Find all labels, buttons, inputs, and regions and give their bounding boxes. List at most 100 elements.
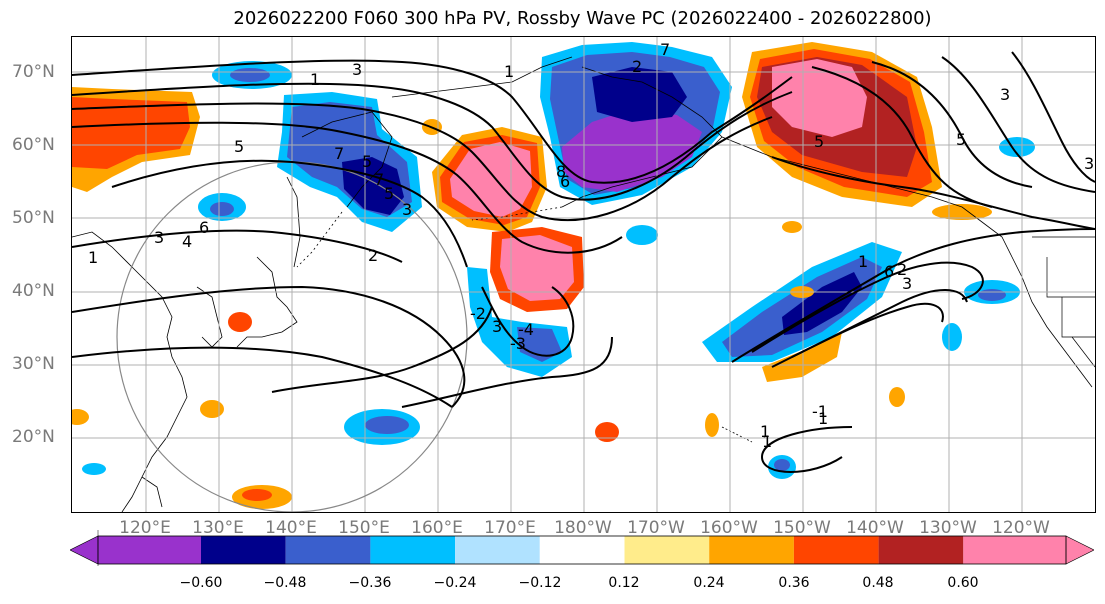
cold-patch-11	[210, 202, 234, 216]
contour-label: 3	[1000, 85, 1010, 104]
colorbar-tick: 0.24	[693, 575, 725, 591]
cold-anomaly-trough-core	[517, 327, 562, 362]
pv-shading	[72, 42, 1035, 509]
lon-label-140e: 140°E	[265, 518, 317, 538]
contour-label: 5	[362, 152, 372, 171]
cold-patch-5	[626, 225, 658, 245]
warm-patch-7	[889, 387, 905, 407]
colorbar-tick: 0.48	[862, 575, 894, 591]
contour-d	[72, 121, 623, 254]
contour-label: 2	[368, 246, 378, 265]
contour-label: 1	[760, 422, 770, 441]
colorbar-segment	[98, 536, 201, 564]
colorbar-segment	[455, 536, 540, 564]
lon-label-180w: 180°W	[554, 518, 612, 538]
contour-label: 1	[310, 70, 320, 89]
cold-patch-8	[942, 323, 962, 351]
lat-label-40: 40°N	[12, 281, 55, 301]
gridlines	[72, 37, 1095, 512]
colorbar-segment	[285, 536, 371, 564]
contour-label-group: 1 3 5 7 5 3 1 7 5 3 2 4 6 -2 1 3 -4 -3 8…	[88, 40, 1094, 451]
colorbar-tick: −0.24	[433, 575, 477, 591]
lon-label-150w: 150°W	[773, 518, 831, 538]
warm-patch-3	[242, 489, 272, 501]
cold-patch-4	[774, 459, 790, 471]
warm-anomaly-east-south	[762, 332, 842, 382]
coastlines	[72, 56, 1093, 512]
colorbar-tick: −0.48	[263, 575, 307, 591]
contour-label: -2	[470, 304, 486, 323]
contour-h	[72, 346, 453, 408]
contour-g	[72, 285, 466, 408]
siberia-coast	[391, 56, 573, 98]
lat-label-20: 20°N	[12, 427, 55, 447]
border-3	[1061, 297, 1095, 338]
contour-label: 6	[884, 262, 894, 281]
lon-label-160e: 160°E	[411, 518, 463, 538]
warm-patch-1	[228, 312, 252, 332]
lon-label-170w: 170°W	[627, 518, 685, 538]
contour-f	[72, 229, 403, 263]
contour-label: 1	[504, 62, 514, 81]
contour-a	[72, 59, 793, 184]
contour-label: -4	[518, 320, 534, 339]
contour-k	[401, 336, 613, 408]
map-canvas: 1 3 5 7 5 3 1 7 5 3 2 4 6 -2 1 3 -4 -3 8…	[72, 37, 1095, 512]
contour-n	[751, 261, 984, 353]
contour-i	[271, 306, 493, 393]
contour-label: 2	[632, 57, 642, 76]
lat-label-30: 30°N	[12, 354, 55, 374]
contour-label: 3	[492, 317, 502, 336]
contour-label: 6	[560, 172, 570, 191]
border-4	[1071, 336, 1095, 368]
contour-r	[811, 66, 993, 208]
colorbar-segment	[878, 536, 964, 564]
contour-label: 3	[154, 228, 164, 247]
cold-patch-14	[230, 68, 270, 82]
lon-label-130e: 130°E	[192, 518, 244, 538]
colorbar-segment	[793, 536, 879, 564]
contour-q	[760, 426, 853, 473]
contour-label: 7	[374, 170, 384, 189]
contour-label: 7	[660, 40, 670, 59]
contour-label: 2	[897, 260, 907, 279]
contour-label: 5	[814, 132, 824, 151]
colorbar	[70, 530, 1094, 566]
colorbar-segment	[539, 536, 625, 564]
colorbar-segment	[709, 536, 794, 564]
contour-label: 1	[818, 409, 828, 428]
border-2	[1046, 257, 1095, 298]
contour-b	[72, 82, 793, 201]
colorbar-tick: −0.60	[179, 575, 223, 591]
korea-coast	[196, 286, 223, 348]
contour-label: 3	[1084, 154, 1094, 173]
cold-patch-7	[978, 289, 1006, 301]
warm-patch-12	[782, 221, 802, 233]
contour-label: 5	[384, 184, 394, 203]
contour-u	[1011, 51, 1095, 183]
warm-patch-8	[932, 204, 992, 220]
hawaii-islands	[721, 426, 753, 443]
contour-j	[481, 286, 575, 357]
cold-patch-12	[82, 463, 106, 475]
contour-label: 8	[556, 162, 566, 181]
contour-e	[111, 159, 468, 268]
colorbar-tick: 0.60	[947, 575, 979, 591]
warm-anomaly-gulf-alaska-core	[772, 59, 867, 137]
map-panel: 1 3 5 7 5 3 1 7 5 3 2 4 6 -2 1 3 -4 -3 8…	[71, 36, 1096, 513]
contour-t	[941, 56, 1095, 193]
lon-label-130w: 130°W	[919, 518, 977, 538]
contour-m	[731, 228, 1095, 363]
contour-label: 3	[902, 274, 912, 293]
colorbar-segment	[370, 536, 456, 564]
contour-c	[72, 102, 773, 221]
kamchatka-coast	[301, 111, 393, 208]
contour-label: 1	[88, 248, 98, 267]
lat-label-70: 70°N	[12, 62, 55, 82]
colorbar-tick: −0.12	[518, 575, 562, 591]
lon-label-120e: 120°E	[119, 518, 171, 538]
colorbar-tick: 0.36	[778, 575, 810, 591]
contour-label: 6	[199, 218, 209, 237]
contour-label: 7	[334, 144, 344, 163]
lon-label-120w: 120°W	[992, 518, 1050, 538]
